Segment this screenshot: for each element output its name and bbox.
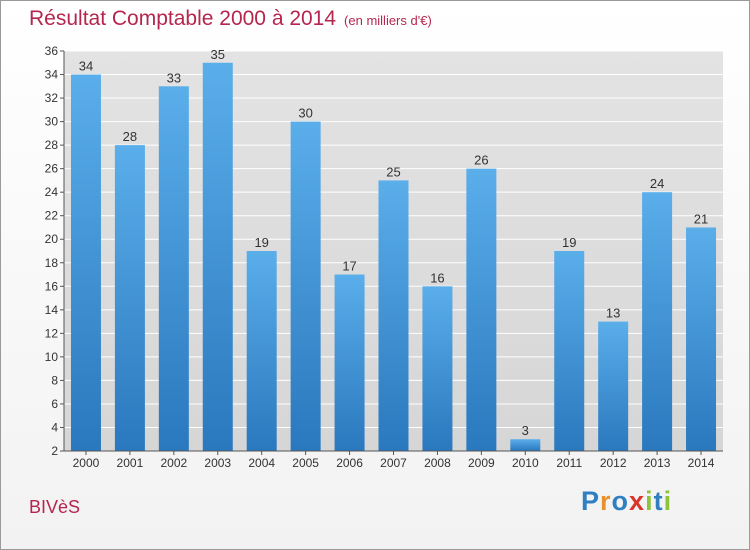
x-tick-label: 2006 bbox=[336, 456, 363, 470]
bar-value-label: 3 bbox=[522, 423, 529, 438]
logo-letter: P bbox=[581, 486, 601, 516]
x-tick-label: 2001 bbox=[117, 456, 144, 470]
x-tick-label: 2003 bbox=[204, 456, 231, 470]
y-tick-label: 4 bbox=[51, 420, 58, 434]
y-tick-label: 20 bbox=[45, 232, 59, 246]
bar bbox=[466, 168, 497, 451]
bar-value-label: 33 bbox=[167, 70, 181, 85]
y-tick-label: 36 bbox=[45, 44, 59, 58]
chart-title: Résultat Comptable 2000 à 2014 (en millie… bbox=[29, 7, 432, 31]
bar-value-label: 24 bbox=[650, 176, 664, 191]
x-tick-label: 2005 bbox=[292, 456, 319, 470]
bar bbox=[158, 86, 189, 451]
bar bbox=[510, 439, 541, 451]
x-tick-label: 2002 bbox=[160, 456, 187, 470]
bar bbox=[246, 251, 277, 451]
bar-value-label: 25 bbox=[386, 164, 400, 179]
y-tick-label: 6 bbox=[51, 397, 58, 411]
x-tick-label: 2012 bbox=[600, 456, 627, 470]
bar bbox=[422, 286, 453, 451]
bar-value-label: 28 bbox=[123, 129, 137, 144]
bar-value-label: 26 bbox=[474, 153, 488, 168]
bar bbox=[642, 192, 673, 452]
x-tick-label: 2013 bbox=[644, 456, 671, 470]
bar bbox=[686, 227, 717, 451]
logo-letter: t bbox=[653, 486, 664, 516]
y-tick-label: 16 bbox=[45, 279, 59, 293]
x-tick-label: 2010 bbox=[512, 456, 539, 470]
y-tick-label: 32 bbox=[45, 91, 59, 105]
bar bbox=[598, 321, 629, 451]
logo-letter: x bbox=[629, 486, 646, 516]
y-tick-label: 10 bbox=[45, 350, 59, 364]
x-tick-label: 2000 bbox=[73, 456, 100, 470]
bar bbox=[554, 251, 585, 451]
bar-value-label: 16 bbox=[430, 270, 444, 285]
y-tick-label: 2 bbox=[51, 444, 58, 458]
bar-value-label: 21 bbox=[694, 211, 708, 226]
y-tick-label: 8 bbox=[51, 373, 58, 387]
bar-value-label: 30 bbox=[298, 106, 312, 121]
bar-value-label: 35 bbox=[211, 47, 225, 62]
bar bbox=[378, 180, 409, 452]
logo-letter: i bbox=[663, 486, 673, 516]
bar-value-label: 19 bbox=[562, 235, 576, 250]
y-tick-label: 34 bbox=[45, 68, 59, 82]
proxiti-logo: Proxiti bbox=[581, 486, 672, 517]
y-tick-label: 12 bbox=[45, 326, 59, 340]
y-tick-label: 30 bbox=[45, 115, 59, 129]
x-tick-label: 2014 bbox=[688, 456, 715, 470]
bar bbox=[290, 121, 321, 452]
bar-value-label: 34 bbox=[79, 59, 93, 74]
logo-letter: i bbox=[645, 486, 654, 516]
commune-name: BIVèS bbox=[29, 497, 81, 517]
x-tick-label: 2011 bbox=[556, 456, 582, 470]
y-tick-label: 28 bbox=[45, 138, 59, 152]
bar-value-label: 19 bbox=[254, 235, 268, 250]
unit-note: (en milliers d'€) bbox=[344, 13, 432, 28]
x-tick-label: 2008 bbox=[424, 456, 451, 470]
y-tick-label: 24 bbox=[45, 185, 59, 199]
bar-value-label: 17 bbox=[342, 259, 356, 274]
y-tick-label: 18 bbox=[45, 256, 59, 270]
y-tick-label: 26 bbox=[45, 162, 59, 176]
x-tick-label: 2007 bbox=[380, 456, 407, 470]
y-tick-label: 14 bbox=[45, 303, 59, 317]
logo-letter: r bbox=[600, 486, 612, 516]
title-text: Résultat Comptable 2000 à 2014 bbox=[29, 7, 337, 30]
bar bbox=[334, 274, 365, 451]
bar-value-label: 13 bbox=[606, 306, 620, 321]
x-tick-label: 2009 bbox=[468, 456, 495, 470]
bar bbox=[70, 74, 101, 451]
bar bbox=[202, 62, 233, 451]
logo-letter: o bbox=[611, 486, 630, 516]
y-tick-label: 22 bbox=[45, 209, 59, 223]
bar bbox=[114, 145, 145, 451]
x-tick-label: 2004 bbox=[248, 456, 275, 470]
